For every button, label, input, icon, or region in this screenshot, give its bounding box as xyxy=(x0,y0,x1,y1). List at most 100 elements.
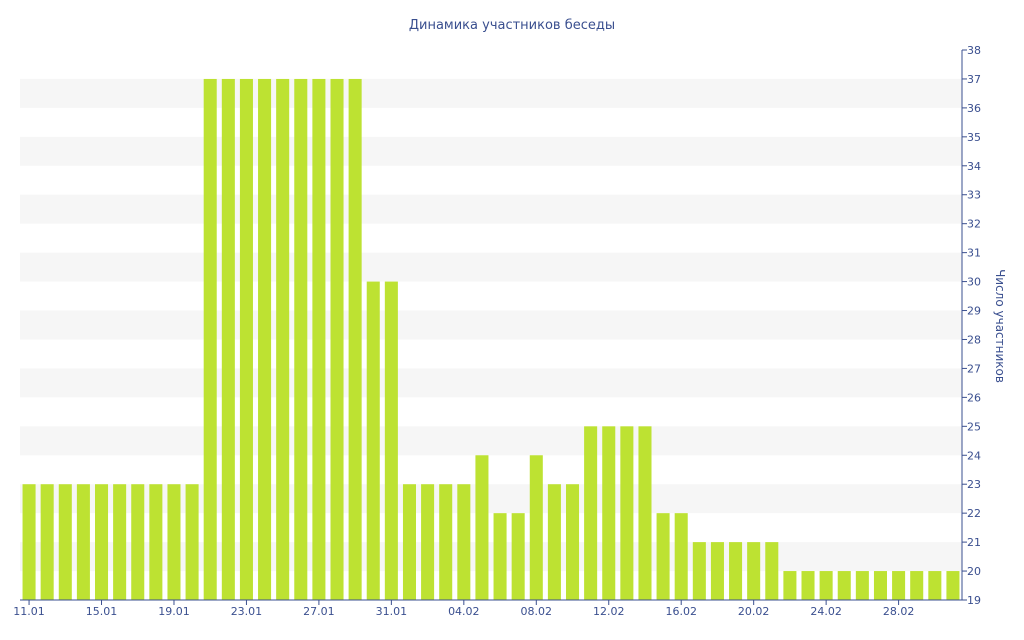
x-tick-label: 27.01 xyxy=(303,605,335,618)
bar[interactable] xyxy=(928,571,942,600)
bar[interactable] xyxy=(566,484,580,600)
bar[interactable] xyxy=(402,484,416,600)
bar[interactable] xyxy=(203,78,217,600)
x-tick-label: 04.02 xyxy=(448,605,480,618)
bar[interactable] xyxy=(276,78,290,600)
x-axis: 11.01 15.01 19.01 23.01 27.01 31.01 04.02 08.02… xyxy=(13,599,962,618)
bar[interactable] xyxy=(529,455,543,600)
y-axis-label: Число участников xyxy=(993,269,1007,383)
bar[interactable] xyxy=(692,542,706,600)
y-tick-label: 34 xyxy=(967,160,981,173)
bar[interactable] xyxy=(656,513,670,600)
bar[interactable] xyxy=(493,513,507,600)
y-tick-label: 31 xyxy=(967,247,981,260)
bar[interactable] xyxy=(131,484,145,600)
x-tick-label: 31.01 xyxy=(376,605,408,618)
y-tick-label: 29 xyxy=(967,305,981,318)
x-tick-label: 28.02 xyxy=(883,605,915,618)
bar[interactable] xyxy=(710,542,724,600)
bar[interactable] xyxy=(239,78,253,600)
bar[interactable] xyxy=(620,426,634,600)
y-tick-label: 19 xyxy=(967,594,981,607)
grid-band xyxy=(20,368,962,398)
grid-band xyxy=(20,426,962,456)
bar[interactable] xyxy=(475,455,489,600)
y-tick-label: 35 xyxy=(967,131,981,144)
bar[interactable] xyxy=(312,78,326,600)
chart-title: Динамика участников беседы xyxy=(409,18,615,33)
bar[interactable] xyxy=(638,426,652,600)
bar[interactable] xyxy=(837,571,851,600)
bar[interactable] xyxy=(584,426,598,600)
bar[interactable] xyxy=(801,571,815,600)
y-tick-label: 30 xyxy=(967,276,981,289)
bar[interactable] xyxy=(602,426,616,600)
bar[interactable] xyxy=(258,78,272,600)
grid-band xyxy=(20,252,962,282)
bar[interactable] xyxy=(783,571,797,600)
bar[interactable] xyxy=(149,484,163,600)
bar[interactable] xyxy=(674,513,688,600)
y-tick-label: 28 xyxy=(967,333,981,346)
bar[interactable] xyxy=(22,484,36,600)
bar[interactable] xyxy=(185,484,199,600)
y-tick-label: 24 xyxy=(967,449,981,462)
bar[interactable] xyxy=(348,78,362,600)
bar[interactable] xyxy=(547,484,561,600)
bar[interactable] xyxy=(40,484,54,600)
y-tick-label: 32 xyxy=(967,218,981,231)
y-tick-label: 20 xyxy=(967,565,981,578)
x-tick-label: 16.02 xyxy=(665,605,697,618)
bar[interactable] xyxy=(113,484,127,600)
x-tick-label: 19.01 xyxy=(158,605,190,618)
bar[interactable] xyxy=(330,78,344,600)
bar[interactable] xyxy=(58,484,72,600)
x-tick-label: 20.02 xyxy=(738,605,770,618)
grid-band xyxy=(20,194,962,224)
grid-band xyxy=(20,310,962,340)
y-tick-label: 26 xyxy=(967,391,981,404)
grid-band xyxy=(20,78,962,108)
bar[interactable] xyxy=(76,484,90,600)
bar[interactable] xyxy=(457,484,471,600)
y-tick-label: 37 xyxy=(967,73,981,86)
bar[interactable] xyxy=(946,571,960,600)
grid-band xyxy=(20,136,962,166)
y-tick-label: 23 xyxy=(967,478,981,491)
x-tick-label: 23.01 xyxy=(231,605,263,618)
y-axis: 19 20 21 22 23 24 25 26 27 28 29 30 31 32 33 34 35 36 37 38 xyxy=(961,44,981,607)
x-tick-label: 15.01 xyxy=(86,605,118,618)
y-tick-label: 36 xyxy=(967,102,981,115)
bar[interactable] xyxy=(439,484,453,600)
bar[interactable] xyxy=(221,78,235,600)
x-tick-label: 24.02 xyxy=(810,605,842,618)
y-tick-label: 21 xyxy=(967,536,981,549)
bar[interactable] xyxy=(366,281,380,600)
bar[interactable] xyxy=(95,484,109,600)
bar[interactable] xyxy=(873,571,887,600)
bar[interactable] xyxy=(511,513,525,600)
y-tick-label: 27 xyxy=(967,362,981,375)
bar[interactable] xyxy=(167,484,181,600)
bar[interactable] xyxy=(892,571,906,600)
bar[interactable] xyxy=(765,542,779,600)
bars-group xyxy=(22,78,960,600)
bar[interactable] xyxy=(855,571,869,600)
x-tick-label: 08.02 xyxy=(521,605,553,618)
grid-bands xyxy=(20,78,962,572)
y-tick-label: 33 xyxy=(967,189,981,202)
bar[interactable] xyxy=(910,571,924,600)
x-tick-label: 11.01 xyxy=(13,605,45,618)
bar[interactable] xyxy=(729,542,743,600)
x-tick-label: 12.02 xyxy=(593,605,625,618)
y-tick-label: 38 xyxy=(967,44,981,57)
bar[interactable] xyxy=(747,542,761,600)
bar[interactable] xyxy=(421,484,435,600)
y-tick-label: 25 xyxy=(967,420,981,433)
y-tick-label: 22 xyxy=(967,507,981,520)
bar[interactable] xyxy=(384,281,398,600)
bar[interactable] xyxy=(819,571,833,600)
bar[interactable] xyxy=(294,78,308,600)
